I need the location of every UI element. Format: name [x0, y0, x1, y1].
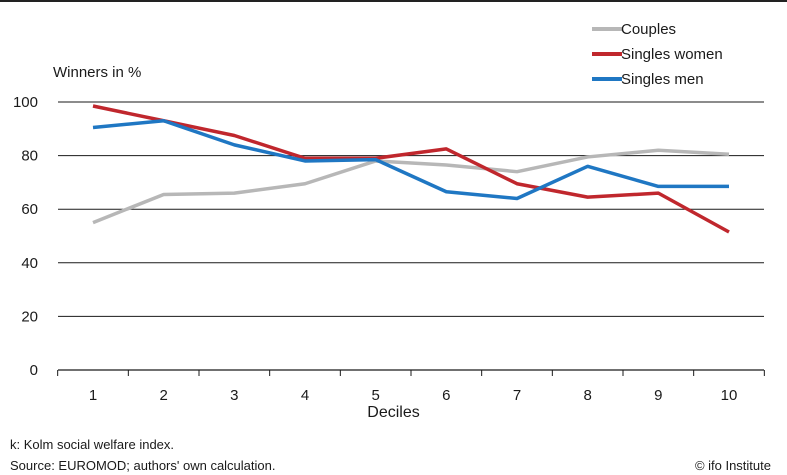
- grid-lines: [58, 101, 764, 317]
- top-border: [0, 0, 787, 2]
- credit-note: © ifo Institute: [694, 458, 771, 473]
- source-note: Source: EUROMOD; authors' own calculatio…: [10, 458, 276, 473]
- legend: Couples Singles women Singles men: [592, 21, 723, 88]
- x-tick-label: 7: [513, 387, 521, 404]
- y-tick-label: 100: [13, 94, 38, 111]
- x-axis: [57, 369, 765, 376]
- y-tick-label: 20: [21, 308, 38, 325]
- y-tick-labels: 0 20 40 60 80 100: [13, 94, 38, 379]
- series-line-couples: [92, 148, 730, 225]
- x-tick-label: 2: [159, 387, 167, 404]
- series-line-singles-men: [92, 119, 729, 201]
- x-tick-label: 3: [230, 387, 238, 404]
- x-tick-label: 6: [442, 387, 450, 404]
- x-tick-label: 5: [371, 387, 379, 404]
- x-axis-label: Deciles: [367, 404, 420, 421]
- legend-label: Singles men: [621, 71, 704, 88]
- y-tick-label: 0: [30, 362, 38, 379]
- x-tick-label: 8: [583, 387, 591, 404]
- y-tick-label: 80: [21, 148, 38, 165]
- x-tick-label: 4: [301, 387, 309, 404]
- legend-label: Singles women: [621, 46, 723, 63]
- y-tick-label: 40: [21, 255, 38, 272]
- series-line-singles-women: [92, 104, 730, 234]
- y-axis-label: Winners in %: [53, 64, 142, 81]
- footnote: k: Kolm social welfare index.: [10, 437, 175, 452]
- x-tick-labels: 1 2 3 4 5 6 7 8 9 10: [89, 387, 738, 404]
- legend-label: Couples: [621, 21, 676, 38]
- series-lines: [92, 104, 730, 234]
- x-tick-label: 10: [721, 387, 738, 404]
- y-tick-label: 60: [21, 201, 38, 218]
- x-tick-label: 9: [654, 387, 662, 404]
- x-tick-label: 1: [89, 387, 97, 404]
